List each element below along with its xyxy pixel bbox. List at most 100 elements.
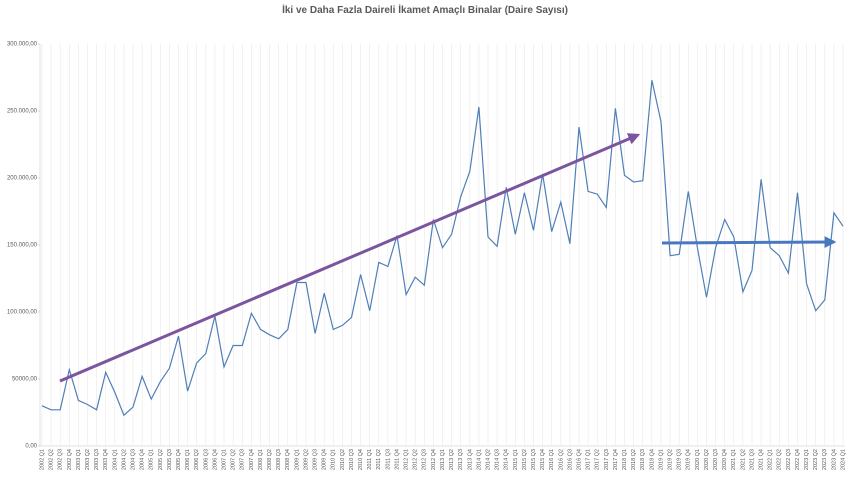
y-tick-label: 100.000,00 [7, 310, 38, 316]
x-tick-label: 2013 Q2 [449, 449, 455, 470]
x-tick-label: 2013 Q3 [458, 449, 464, 470]
x-tick-label: 2010 Q1 [331, 449, 337, 470]
x-tick-label: 2006 Q2 [194, 449, 200, 470]
x-tick-label: 2011 Q4 [394, 449, 400, 470]
x-tick-label: 2014 Q2 [485, 449, 491, 470]
x-tick-label: 2008 Q2 [267, 449, 273, 470]
x-tick-label: 2007 Q3 [240, 449, 246, 470]
x-tick-label: 2021 Q2 [740, 449, 746, 470]
x-tick-label: 2009 Q2 [303, 449, 309, 470]
x-tick-label: 2017 Q4 [613, 449, 619, 470]
x-tick-label: 2014 Q4 [504, 449, 510, 470]
x-tick-label: 2012 Q1 [404, 449, 410, 470]
marks [41, 80, 844, 417]
y-tick-label: 200.000,00 [7, 176, 38, 182]
x-tick-label: 2002 Q4 [67, 449, 73, 470]
x-tick-label: 2010 Q4 [358, 449, 364, 470]
x-tick-label: 2020 Q4 [722, 449, 728, 470]
x-tick-label: 2011 Q2 [376, 449, 382, 470]
x-tick-label: 2020 Q3 [713, 449, 719, 470]
x-tick-label: 2020 Q2 [704, 449, 710, 470]
x-tick-label: 2024 Q1 [840, 449, 846, 470]
x-tick-label: 2011 Q3 [385, 449, 391, 470]
x-tick-label: 2005 Q2 [158, 449, 164, 470]
x-tick-label: 2012 Q3 [422, 449, 428, 470]
x-tick-label: 2002 Q1 [39, 449, 45, 470]
x-tick-label: 2009 Q3 [313, 449, 319, 470]
x-tick-label: 2022 Q3 [786, 449, 792, 470]
x-tick-label: 2015 Q2 [522, 449, 528, 470]
x-tick-label: 2003 Q3 [94, 449, 100, 470]
x-tick-label: 2002 Q2 [49, 449, 55, 470]
y-tick-label: 300.000,00 [7, 42, 38, 48]
x-tick-label: 2021 Q4 [759, 449, 765, 470]
x-tick-label: 2011 Q1 [367, 449, 373, 470]
x-tick-label: 2003 Q4 [103, 449, 109, 470]
data-line [41, 80, 844, 417]
x-tick-label: 2017 Q3 [604, 449, 610, 470]
x-tick-label: 2014 Q1 [476, 449, 482, 470]
y-tick-label: 0,00 [25, 444, 37, 450]
x-tick-label: 2015 Q4 [540, 449, 546, 470]
y-tick-label: 150.000,00 [7, 243, 38, 249]
x-tick-label: 2023 Q2 [813, 449, 819, 470]
x-tick-label: 2005 Q3 [167, 449, 173, 470]
x-tick-label: 2003 Q2 [85, 449, 91, 470]
x-tick-label: 2021 Q3 [749, 449, 755, 470]
x-tick-label: 2007 Q2 [231, 449, 237, 470]
grid: 0,00 50000,00 100.000,00 150.000,00 200.000,… [7, 42, 846, 471]
x-tick-label: 2004 Q1 [112, 449, 118, 470]
x-tick-label: 2008 Q1 [258, 449, 264, 470]
x-tick-label: 2007 Q1 [221, 449, 227, 470]
x-tick-label: 2012 Q4 [431, 449, 437, 470]
x-tick-label: 2006 Q4 [212, 449, 218, 470]
x-tick-label: 2014 Q3 [495, 449, 501, 470]
x-tick-label: 2005 Q4 [176, 449, 182, 470]
x-tick-label: 2021 Q1 [731, 449, 737, 470]
x-tick-label: 2007 Q4 [249, 449, 255, 470]
x-tick-label: 2017 Q1 [586, 449, 592, 470]
x-tick-label: 2016 Q3 [567, 449, 573, 470]
x-tick-label: 2004 Q3 [130, 449, 136, 470]
x-tick-label: 2009 Q1 [294, 449, 300, 470]
x-tick-label: 2016 Q4 [576, 449, 582, 470]
x-tick-label: 2015 Q1 [513, 449, 519, 470]
x-tick-label: 2006 Q3 [203, 449, 209, 470]
x-tick-label: 2010 Q2 [340, 449, 346, 470]
x-tick-label: 2016 Q2 [558, 449, 564, 470]
trend-arrow [59, 133, 641, 383]
x-tick-label: 2023 Q1 [804, 449, 810, 470]
x-tick-label: 2023 Q4 [831, 449, 837, 470]
x-tick-label: 2016 Q1 [549, 449, 555, 470]
trend-arrow [661, 236, 837, 249]
x-tick-label: 2005 Q1 [149, 449, 155, 470]
x-tick-label: 2010 Q3 [349, 449, 355, 470]
x-tick-label: 2019 Q4 [686, 449, 692, 470]
x-tick-label: 2017 Q2 [595, 449, 601, 470]
x-tick-label: 2018 Q3 [640, 449, 646, 470]
x-tick-label: 2019 Q1 [658, 449, 664, 470]
x-tick-label: 2004 Q4 [140, 449, 146, 470]
y-tick-label: 50000,00 [12, 377, 38, 383]
x-tick-label: 2018 Q1 [622, 449, 628, 470]
x-tick-label: 2015 Q3 [531, 449, 537, 470]
x-tick-label: 2008 Q3 [276, 449, 282, 470]
x-tick-label: 2012 Q2 [413, 449, 419, 470]
x-tick-label: 2022 Q1 [768, 449, 774, 470]
x-tick-label: 2008 Q4 [285, 449, 291, 470]
x-tick-label: 2022 Q4 [795, 449, 801, 470]
x-tick-label: 2023 Q3 [822, 449, 828, 470]
x-tick-label: 2002 Q3 [58, 449, 64, 470]
x-tick-label: 2006 Q1 [185, 449, 191, 470]
y-tick-label: 250.000,00 [7, 109, 38, 115]
x-tick-label: 2022 Q2 [777, 449, 783, 470]
x-tick-label: 2013 Q4 [467, 449, 473, 470]
x-tick-label: 2003 Q1 [76, 449, 82, 470]
x-tick-label: 2018 Q2 [631, 449, 637, 470]
x-tick-label: 2013 Q1 [440, 449, 446, 470]
x-tick-label: 2009 Q4 [322, 449, 328, 470]
x-tick-label: 2018 Q4 [649, 449, 655, 470]
x-tick-label: 2020 Q1 [695, 449, 701, 470]
chart-title: İki ve Daha Fazla Daireli İkamet Amaçlı … [282, 3, 568, 16]
